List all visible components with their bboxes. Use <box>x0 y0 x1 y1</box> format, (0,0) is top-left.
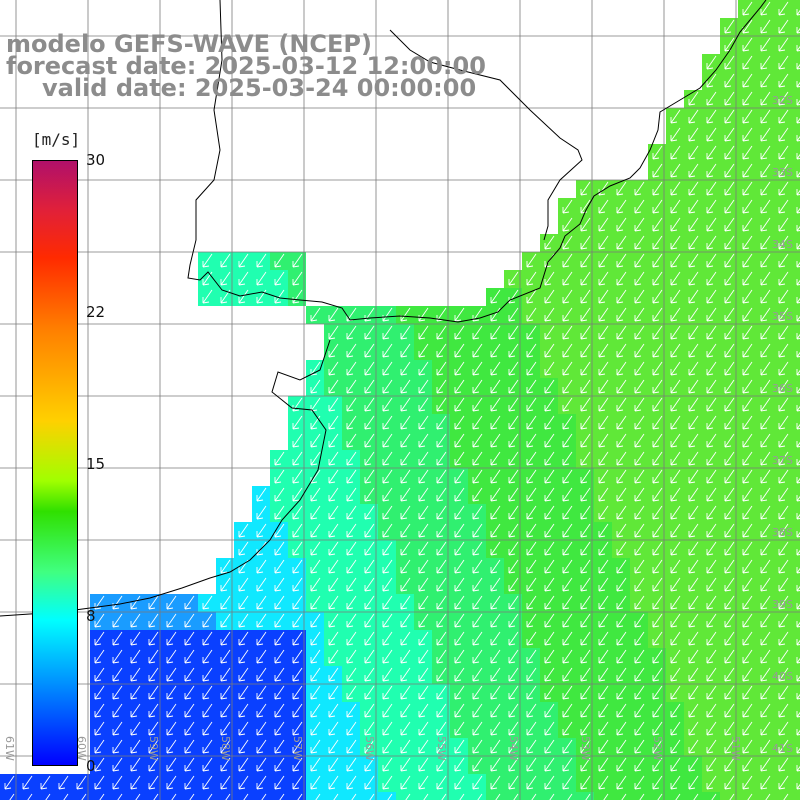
colorbar-tick-30: 30 <box>86 151 106 169</box>
colorbar-tick-0: 0 <box>86 757 96 775</box>
lat-label: 39S <box>772 598 793 611</box>
lon-label: 54W <box>507 736 520 761</box>
lon-label: 55W <box>435 736 448 761</box>
lat-label: 34S <box>772 238 793 251</box>
lat-label: 32S <box>772 94 793 107</box>
title-forecast-date: forecast date: 2025-03-12 12:00:00 <box>6 52 486 80</box>
lat-label: 35S <box>772 310 793 323</box>
lat-label: 40S <box>772 670 793 683</box>
colorbar-unit: [m/s] <box>32 130 81 149</box>
lat-label: 36S <box>772 382 793 395</box>
coastline-inland <box>389 29 583 241</box>
lon-label: 53W <box>579 736 592 761</box>
lon-label: 61W <box>3 736 16 761</box>
colorbar-tick-8: 8 <box>86 607 96 625</box>
lon-label: 59W <box>147 736 160 761</box>
coastline-south <box>0 339 331 617</box>
lon-label: 57W <box>291 736 304 761</box>
lon-label: 52W <box>651 736 664 761</box>
wind-arrows <box>4 1 800 800</box>
lon-label: 58W <box>219 736 232 761</box>
lat-label: 37S <box>772 454 793 467</box>
coastline <box>187 0 767 323</box>
lon-label: 51W <box>729 736 742 761</box>
title-model: modelo GEFS-WAVE (NCEP) <box>6 30 372 58</box>
lat-label: 33S <box>772 166 793 179</box>
colorbar <box>32 160 78 766</box>
colorbar-tick-22: 22 <box>86 303 106 321</box>
lat-label: 41S <box>772 742 793 755</box>
lat-label: 38S <box>772 526 793 539</box>
lon-label: 60W <box>75 736 88 761</box>
colorbar-tick-15: 15 <box>86 455 106 473</box>
lon-label: 56W <box>363 736 376 761</box>
title-valid-date: valid date: 2025-03-24 00:00:00 <box>42 74 477 102</box>
